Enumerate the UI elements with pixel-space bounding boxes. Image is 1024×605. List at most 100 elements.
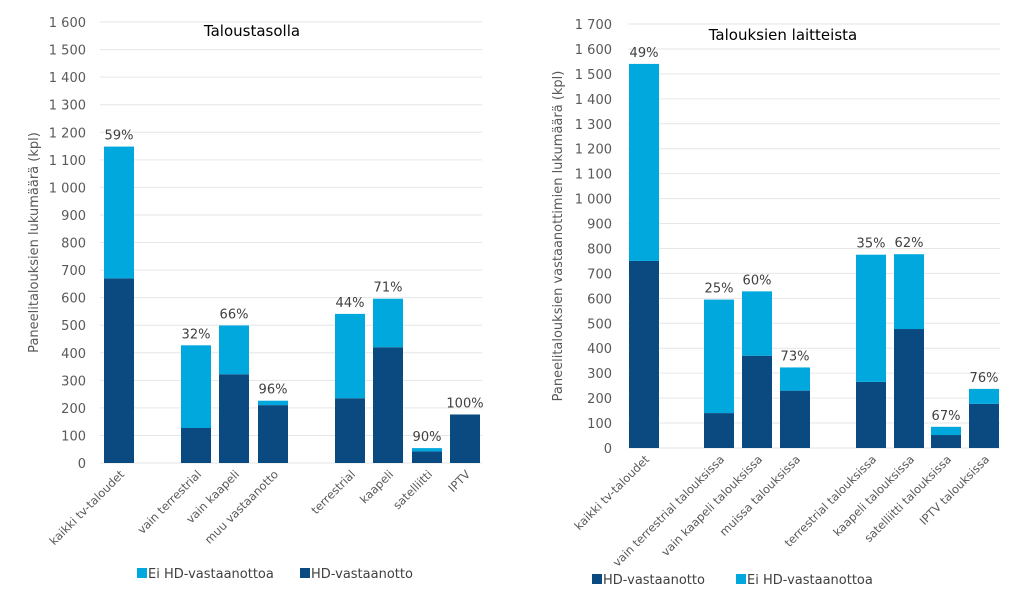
data-label: 44% [336,296,365,311]
y-tick-label: 1 300 [575,118,612,133]
legend-label: Ei HD-vastaanottoa [148,567,274,582]
y-tick-label: 1 700 [575,18,612,33]
y-tick-label: 1 200 [575,143,612,158]
y-tick-label: 700 [61,264,86,279]
bar-hd-vastaanotto [258,405,288,463]
y-tick-label: 1 500 [49,44,86,59]
y-tick-label: 1 400 [575,93,612,108]
y-tick-label: 600 [61,292,86,307]
bar-hd-vastaanotto [780,390,810,448]
y-tick-label: 1 100 [49,154,86,169]
data-label: 67% [932,409,961,424]
bar-ei-hd-vastaanottoa [258,400,288,406]
data-label: 66% [220,307,249,322]
y-tick-label: 1 600 [49,16,86,31]
legend-label: HD-vastaanotto [311,567,413,582]
data-label: 35% [857,237,886,252]
bar-ei-hd-vastaanottoa [335,313,365,399]
x-tick-label: IPTV [445,467,473,495]
bar-hd-vastaanotto [931,435,961,448]
x-tick-label: terrestrial [308,467,358,517]
x-tick-label: kaapeli [357,467,396,506]
x-tick-label: IPTV talouksissa [917,452,993,528]
y-tick-label: 1 400 [49,71,86,86]
chart-title: Taloustasolla [203,22,300,40]
chart-1: 0 100 200 300 400 500 600 700 800 900 1 000 1 100 1 … [27,16,484,582]
y-tick-label: 300 [587,367,612,382]
bar-hd-vastaanotto [704,413,734,448]
y-tick-label: 200 [587,392,612,407]
bar-hd-vastaanotto [969,403,999,448]
y-axis-label: Paneelitalouksien lukumäärä (kpl) [27,132,42,353]
bar-hd-vastaanotto [335,398,365,463]
bar-ei-hd-vastaanottoa [969,388,999,404]
legend-swatch [300,568,310,578]
data-label: 76% [970,371,999,386]
y-tick-label: 1 100 [575,168,612,183]
y-tick-label: 200 [61,402,86,417]
y-tick-label: 800 [61,237,86,252]
legend-label: Ei HD-vastaanottoa [747,573,873,588]
bar-ei-hd-vastaanottoa [780,367,810,391]
bar-hd-vastaanotto [629,260,659,448]
legend-swatch [137,568,147,578]
chart-2: 0 100 200 300 400 500 600 700 800 900 1 000 1 100 1 … [551,18,1000,588]
bar-hd-vastaanotto [219,374,249,463]
y-tick-label: 1 000 [575,193,612,208]
y-tick-label: 1 200 [49,126,86,141]
y-tick-label: 0 [78,457,86,472]
y-tick-label: 1 300 [49,99,86,114]
bar-hd-vastaanotto [450,414,480,463]
y-tick-label: 1 600 [575,43,612,58]
y-tick-label: 900 [587,218,612,233]
y-tick-label: 1 500 [575,68,612,83]
data-label: 60% [743,273,772,288]
bar-hd-vastaanotto [373,347,403,463]
data-label: 25% [705,282,734,297]
legend-swatch [736,574,746,584]
y-tick-label: 1 000 [49,181,86,196]
bar-hd-vastaanotto [742,355,772,448]
x-tick-label: kaikki tv-taloudet [47,467,128,548]
y-tick-label: 500 [61,319,86,334]
y-tick-label: 300 [61,374,86,389]
data-label: 32% [182,327,211,342]
y-tick-label: 0 [604,442,612,457]
bar-ei-hd-vastaanottoa [412,448,442,452]
data-label: 100% [446,396,483,411]
bar-ei-hd-vastaanottoa [742,291,772,356]
y-tick-label: 400 [587,342,612,357]
legend-label: HD-vastaanotto [603,573,705,588]
bar-ei-hd-vastaanottoa [629,63,659,261]
data-label: 49% [630,46,659,61]
y-tick-label: 500 [587,317,612,332]
x-tick-label: satelliitti [390,467,435,512]
bar-ei-hd-vastaanottoa [894,254,924,330]
x-tick-label: vain terrestrial [135,467,205,537]
y-tick-label: 100 [61,429,86,444]
data-label: 62% [895,236,924,251]
x-tick-label: muu vastaanotto [202,467,281,546]
data-label: 59% [105,129,134,144]
y-tick-label: 700 [587,267,612,282]
bar-ei-hd-vastaanottoa [704,299,734,414]
y-tick-label: 600 [587,292,612,307]
chart-title: Talouksien laitteista [708,26,857,44]
bar-ei-hd-vastaanottoa [856,254,886,382]
data-label: 96% [259,383,288,398]
y-tick-label: 800 [587,242,612,257]
bar-ei-hd-vastaanottoa [181,345,211,428]
bar-hd-vastaanotto [894,329,924,448]
bar-hd-vastaanotto [104,278,134,463]
bar-hd-vastaanotto [412,451,442,463]
legend-swatch [592,574,602,584]
y-axis-label: Paneelitalouksien vastaanottimien lukumä… [551,71,566,402]
data-label: 73% [781,349,810,364]
bar-ei-hd-vastaanottoa [104,146,134,279]
bar-hd-vastaanotto [856,381,886,448]
bar-hd-vastaanotto [181,427,211,463]
y-tick-label: 100 [587,417,612,432]
data-label: 71% [374,281,403,296]
bar-ei-hd-vastaanottoa [219,325,249,375]
